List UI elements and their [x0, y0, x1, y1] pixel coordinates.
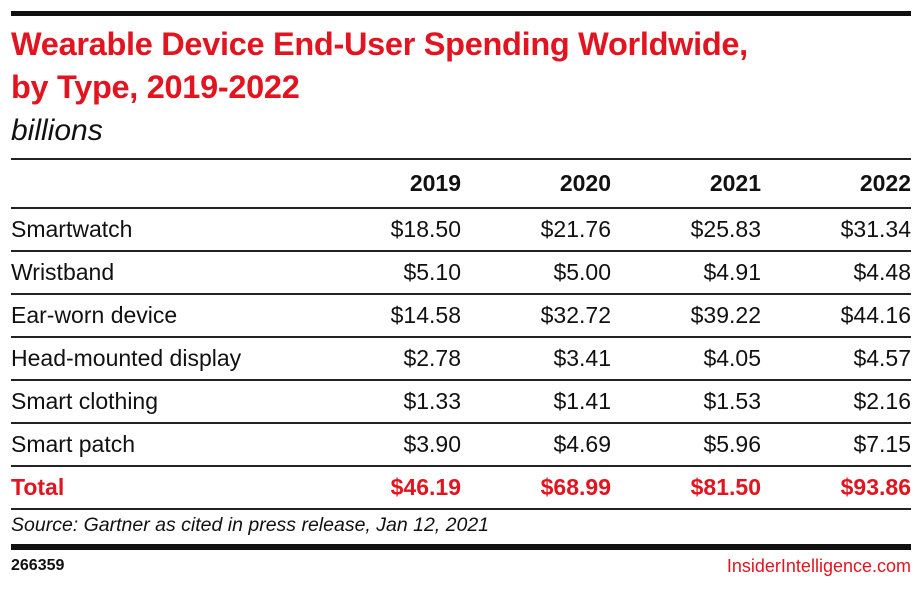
table-body: Smartwatch $18.50 $21.76 $25.83 $31.34 Wristb… — [11, 208, 911, 510]
cell-value-2021: $4.91 — [611, 251, 761, 295]
row-label: Smart patch — [11, 423, 311, 467]
cell-value-2020: $21.76 — [461, 208, 611, 252]
total-label: Total — [11, 466, 311, 510]
header-cell-2020: 2020 — [461, 158, 611, 209]
row-label: Smartwatch — [11, 208, 311, 252]
table-row: Smart patch $3.90 $4.69 $5.96 $7.15 — [11, 423, 911, 467]
cell-value-2019: $1.33 — [311, 380, 461, 424]
cell-value-2020: $1.41 — [461, 380, 611, 424]
table-row: Wristband $5.10 $5.00 $4.91 $4.48 — [11, 251, 911, 295]
cell-value-2020: $3.41 — [461, 337, 611, 381]
cell-value-2022: $2.16 — [761, 380, 911, 424]
data-table: 2019 2020 2021 2022 Smartwatch $18.50 $21.… — [11, 158, 911, 510]
cell-value-2022: $7.15 — [761, 423, 911, 467]
cell-value-2022: $44.16 — [761, 294, 911, 338]
row-label: Wristband — [11, 251, 311, 295]
cell-value-2022: $4.57 — [761, 337, 911, 381]
table-row: Smartwatch $18.50 $21.76 $25.83 $31.34 — [11, 208, 911, 252]
cell-value-2021: $4.05 — [611, 337, 761, 381]
cell-value-2021: $1.53 — [611, 380, 761, 424]
chart-id: 266359 — [11, 557, 65, 574]
total-row: Total $46.19 $68.99 $81.50 $93.86 — [11, 466, 911, 510]
cell-value-2019: $14.58 — [311, 294, 461, 338]
cell-value-2021: $39.22 — [611, 294, 761, 338]
cell-value-2019: $2.78 — [311, 337, 461, 381]
total-value-2020: $68.99 — [461, 466, 611, 510]
brand-link[interactable]: InsiderIntelligence.com — [726, 556, 911, 576]
cell-value-2021: $5.96 — [611, 423, 761, 467]
header-cell-2019: 2019 — [311, 158, 461, 209]
cell-value-2019: $5.10 — [311, 251, 461, 295]
chart-title: Wearable Device End-User Spending Worldw… — [11, 23, 911, 109]
total-value-2019: $46.19 — [311, 466, 461, 510]
row-label: Head-mounted display — [11, 337, 311, 381]
table-row: Ear-worn device $14.58 $32.72 $39.22 $44.16 — [11, 294, 911, 338]
cell-value-2020: $5.00 — [461, 251, 611, 295]
header-cell-2021: 2021 — [611, 158, 761, 209]
top-rule — [11, 11, 911, 16]
table-row: Smart clothing $1.33 $1.41 $1.53 $2.16 — [11, 380, 911, 424]
table-row: Head-mounted display $2.78 $3.41 $4.05 $4.57 — [11, 337, 911, 381]
total-value-2022: $93.86 — [761, 466, 911, 510]
bottom-rule — [11, 544, 911, 550]
header-cell-2022: 2022 — [761, 158, 911, 209]
cell-value-2019: $3.90 — [311, 423, 461, 467]
row-label: Smart clothing — [11, 380, 311, 424]
cell-value-2021: $25.83 — [611, 208, 761, 252]
header-row: 2019 2020 2021 2022 — [11, 158, 911, 209]
title-line-2: by Type, 2019-2022 — [11, 69, 300, 105]
chart-subtitle: billions — [11, 114, 103, 147]
cell-value-2020: $4.69 — [461, 423, 611, 467]
cell-value-2022: $4.48 — [761, 251, 911, 295]
title-line-1: Wearable Device End-User Spending Worldw… — [11, 26, 748, 62]
cell-value-2020: $32.72 — [461, 294, 611, 338]
cell-value-2022: $31.34 — [761, 208, 911, 252]
source-note: Source: Gartner as cited in press releas… — [11, 514, 490, 536]
cell-value-2019: $18.50 — [311, 208, 461, 252]
total-value-2021: $81.50 — [611, 466, 761, 510]
header-cell-label — [11, 158, 311, 209]
row-label: Ear-worn device — [11, 294, 311, 338]
